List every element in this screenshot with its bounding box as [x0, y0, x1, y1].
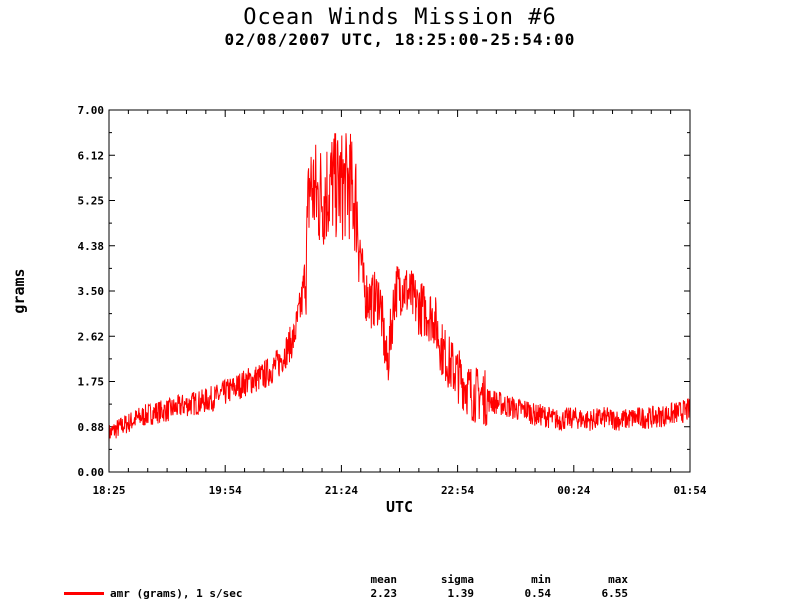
x-tick-label: 22:54 — [441, 484, 474, 497]
stat-header-min: min — [531, 573, 551, 586]
chart-title: Ocean Winds Mission #6 — [243, 5, 557, 30]
x-axis-ticks: 18:25 19:54 21:24 22:54 00:24 01:54 — [92, 110, 707, 497]
y-tick-label: 2.62 — [78, 330, 105, 343]
x-tick-label: 00:24 — [557, 484, 590, 497]
y-tick-label: 0.88 — [78, 421, 105, 434]
stat-header-mean: mean — [370, 573, 398, 586]
y-axis-ticks: 0.00 0.88 1.75 2.62 3.50 4.38 5.25 6.12 7.00 — [78, 104, 690, 479]
stat-header-max: max — [608, 573, 628, 586]
y-tick-label: 6.12 — [78, 149, 105, 162]
legend-swatch — [64, 592, 104, 595]
x-tick-label: 19:54 — [209, 484, 242, 497]
chart-subtitle: 02/08/2007 UTC, 18:25:00-25:54:00 — [224, 30, 576, 49]
x-tick-label: 01:54 — [673, 484, 706, 497]
stat-mean: mean 2.23 — [337, 573, 398, 601]
stat-min: min 0.54 — [491, 573, 552, 601]
stat-value-max: 6.55 — [601, 587, 629, 600]
stat-sigma: sigma 1.39 — [414, 573, 474, 601]
y-tick-label: 1.75 — [78, 376, 105, 389]
series-group — [108, 133, 691, 443]
series-line — [108, 133, 691, 443]
y-tick-label: 0.00 — [78, 466, 105, 479]
y-tick-label: 7.00 — [78, 104, 105, 117]
x-axis-label: UTC — [386, 498, 413, 516]
stat-max: max 6.55 — [568, 573, 629, 601]
stat-header-sigma: sigma — [440, 573, 474, 586]
stat-value-mean: 2.23 — [370, 587, 398, 600]
legend-label: amr (grams), 1 s/sec — [110, 587, 243, 600]
stat-value-min: 0.54 — [524, 587, 552, 600]
y-tick-label: 4.38 — [78, 240, 105, 253]
y-tick-label: 5.25 — [78, 195, 105, 208]
y-tick-label: 3.50 — [78, 285, 105, 298]
plot-frame — [108, 109, 691, 473]
y-axis-label: grams — [10, 268, 28, 313]
x-tick-label: 21:24 — [325, 484, 358, 497]
stat-value-sigma: 1.39 — [447, 587, 475, 600]
x-tick-label: 18:25 — [92, 484, 125, 497]
